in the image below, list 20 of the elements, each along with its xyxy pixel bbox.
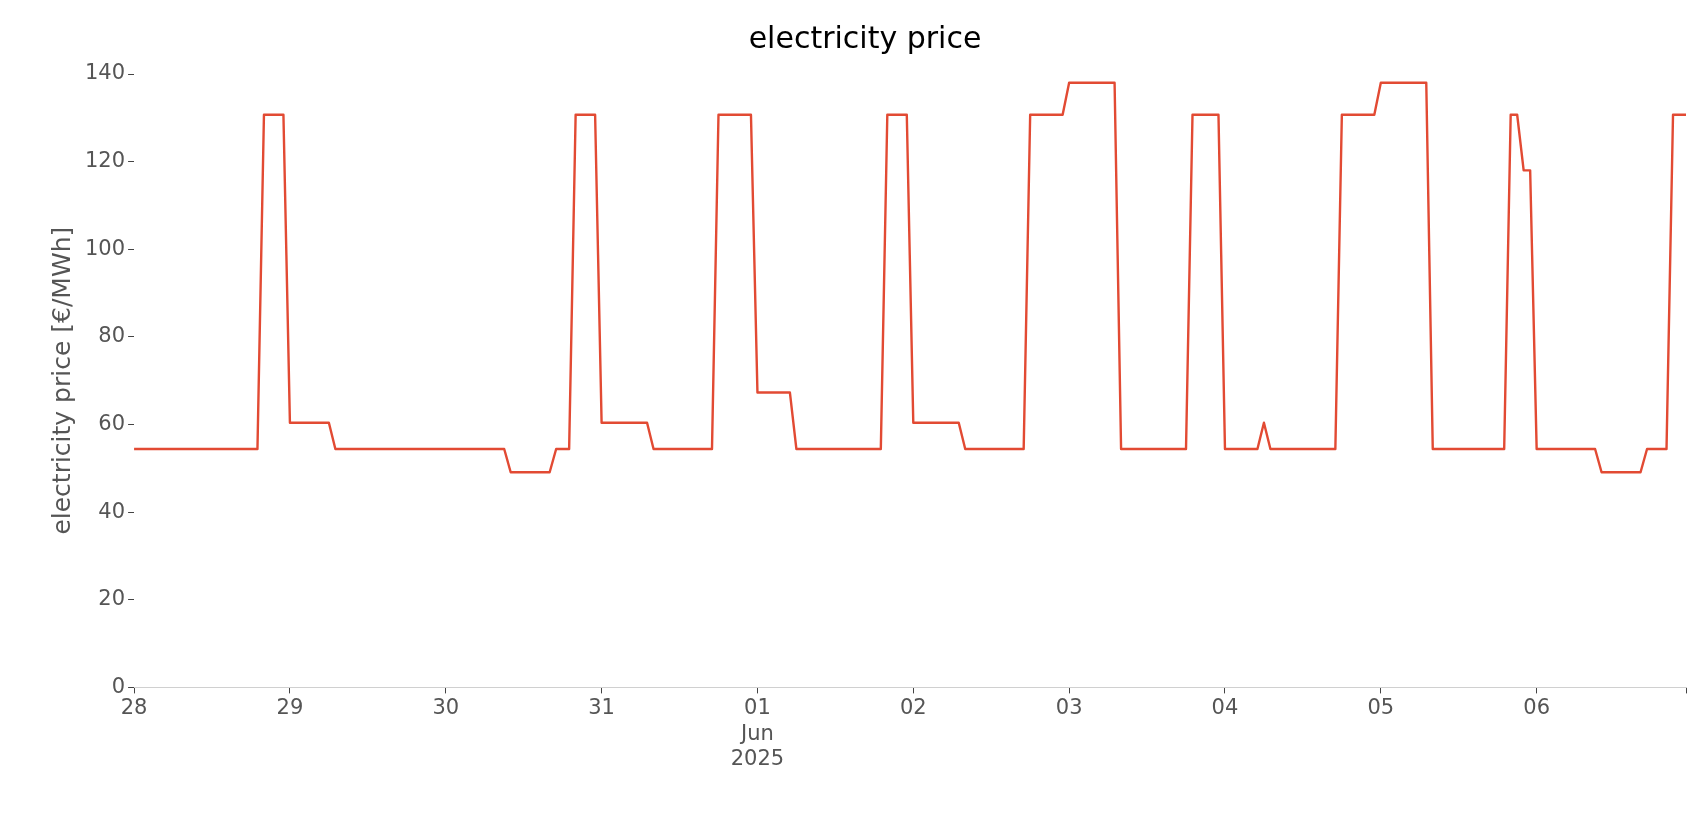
y-tick-label: 120 xyxy=(84,148,126,173)
y-axis-title: electricity price [€/MWh] xyxy=(46,226,76,535)
y-tick-label: 140 xyxy=(84,60,126,85)
y-tick-label: 20 xyxy=(98,586,126,611)
x-tick-label: 06 xyxy=(1523,695,1551,720)
chart-title: electricity price xyxy=(748,19,982,55)
x-tick-label: 03 xyxy=(1055,695,1083,720)
x-tick-label: 02 xyxy=(899,695,927,720)
x-tick-label: 04 xyxy=(1211,695,1239,720)
x-tick-label: 28 xyxy=(120,695,148,720)
y-tick-label: 100 xyxy=(84,235,126,260)
y-tick-label: 60 xyxy=(98,410,126,435)
y-tick-label: 0 xyxy=(111,673,126,698)
y-tick-label: 80 xyxy=(98,323,126,348)
x-tick-label: 31 xyxy=(588,695,615,720)
y-tick-label: 40 xyxy=(98,498,126,523)
x-tick-label: 29 xyxy=(276,695,304,720)
x-tick-label: 01 Jun 2025 xyxy=(730,695,785,770)
x-tick-label: 05 xyxy=(1367,695,1395,720)
x-tick-label: 30 xyxy=(432,695,460,720)
